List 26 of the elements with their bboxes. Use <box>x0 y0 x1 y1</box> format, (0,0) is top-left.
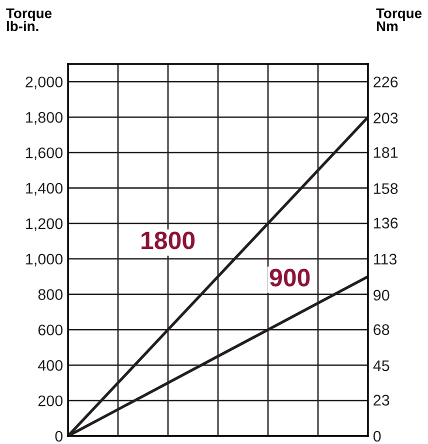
y2-tick-label: 45 <box>373 360 390 372</box>
y2-tick-label: 158 <box>374 183 398 194</box>
y-tick-label: 1,000 <box>26 254 63 266</box>
y-tick-label: 400 <box>38 360 63 371</box>
y-tick-label: 200 <box>38 395 63 406</box>
y-tick-label: 800 <box>38 289 63 300</box>
y-tick-label: 600 <box>38 324 63 336</box>
y-tick-label: 1,400 <box>26 182 63 196</box>
y-axis-title: Torque lb-in. <box>6 8 52 32</box>
y2-tick-label: 113 <box>374 254 397 265</box>
y2-tick-label: 181 <box>374 147 398 158</box>
y2-tick-label: 90 <box>374 290 390 301</box>
y-tick-label: 2,000 <box>26 76 63 90</box>
y2-tick-label: 203 <box>374 112 398 124</box>
y2-tick-label: 68 <box>374 324 390 336</box>
y2-tick-label: 23 <box>374 394 390 406</box>
y2-axis-title: Torque Nm <box>376 8 422 32</box>
annotation: 1800 <box>142 232 195 250</box>
y2-tick-label: 136 <box>374 218 398 228</box>
annotation: 900 <box>270 268 310 286</box>
y2-tick-label: 226 <box>374 76 398 88</box>
y2-tick-label: 0 <box>373 430 381 442</box>
y-tick-label: 1,800 <box>26 112 63 125</box>
y-tick-label: 1,200 <box>26 218 63 231</box>
y-tick-label: 1,600 <box>26 147 63 160</box>
y-tick-label: 0 <box>55 430 63 442</box>
